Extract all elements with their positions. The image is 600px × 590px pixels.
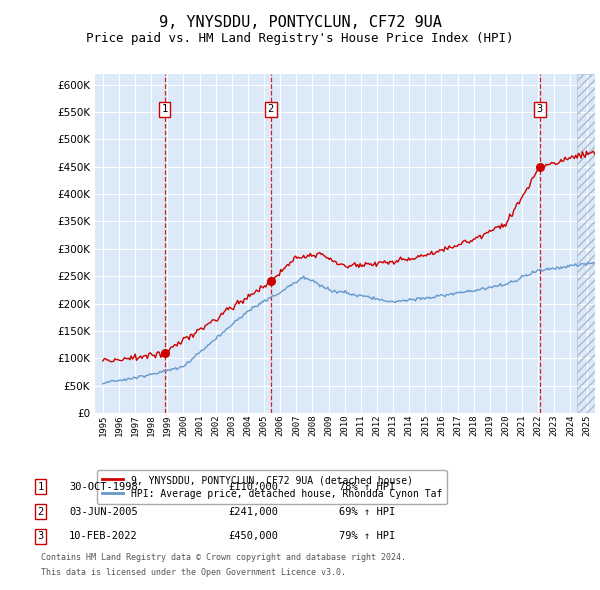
- Text: 2: 2: [268, 104, 274, 114]
- Text: 9, YNYSDDU, PONTYCLUN, CF72 9UA: 9, YNYSDDU, PONTYCLUN, CF72 9UA: [158, 15, 442, 30]
- Text: 1: 1: [38, 482, 44, 491]
- Text: This data is licensed under the Open Government Licence v3.0.: This data is licensed under the Open Gov…: [41, 568, 346, 577]
- Text: 3: 3: [38, 532, 44, 541]
- Text: 79% ↑ HPI: 79% ↑ HPI: [339, 532, 395, 541]
- Text: 2: 2: [38, 507, 44, 516]
- Text: 30-OCT-1998: 30-OCT-1998: [69, 482, 138, 491]
- Text: Contains HM Land Registry data © Crown copyright and database right 2024.: Contains HM Land Registry data © Crown c…: [41, 553, 406, 562]
- Text: Price paid vs. HM Land Registry's House Price Index (HPI): Price paid vs. HM Land Registry's House …: [86, 32, 514, 45]
- Text: 10-FEB-2022: 10-FEB-2022: [69, 532, 138, 541]
- Legend: 9, YNYSDDU, PONTYCLUN, CF72 9UA (detached house), HPI: Average price, detached h: 9, YNYSDDU, PONTYCLUN, CF72 9UA (detache…: [97, 470, 448, 504]
- Text: £450,000: £450,000: [228, 532, 278, 541]
- Text: 03-JUN-2005: 03-JUN-2005: [69, 507, 138, 516]
- Text: £110,000: £110,000: [228, 482, 278, 491]
- Text: 78% ↑ HPI: 78% ↑ HPI: [339, 482, 395, 491]
- Text: 3: 3: [537, 104, 543, 114]
- Text: 1: 1: [161, 104, 168, 114]
- Text: £241,000: £241,000: [228, 507, 278, 516]
- Text: 69% ↑ HPI: 69% ↑ HPI: [339, 507, 395, 516]
